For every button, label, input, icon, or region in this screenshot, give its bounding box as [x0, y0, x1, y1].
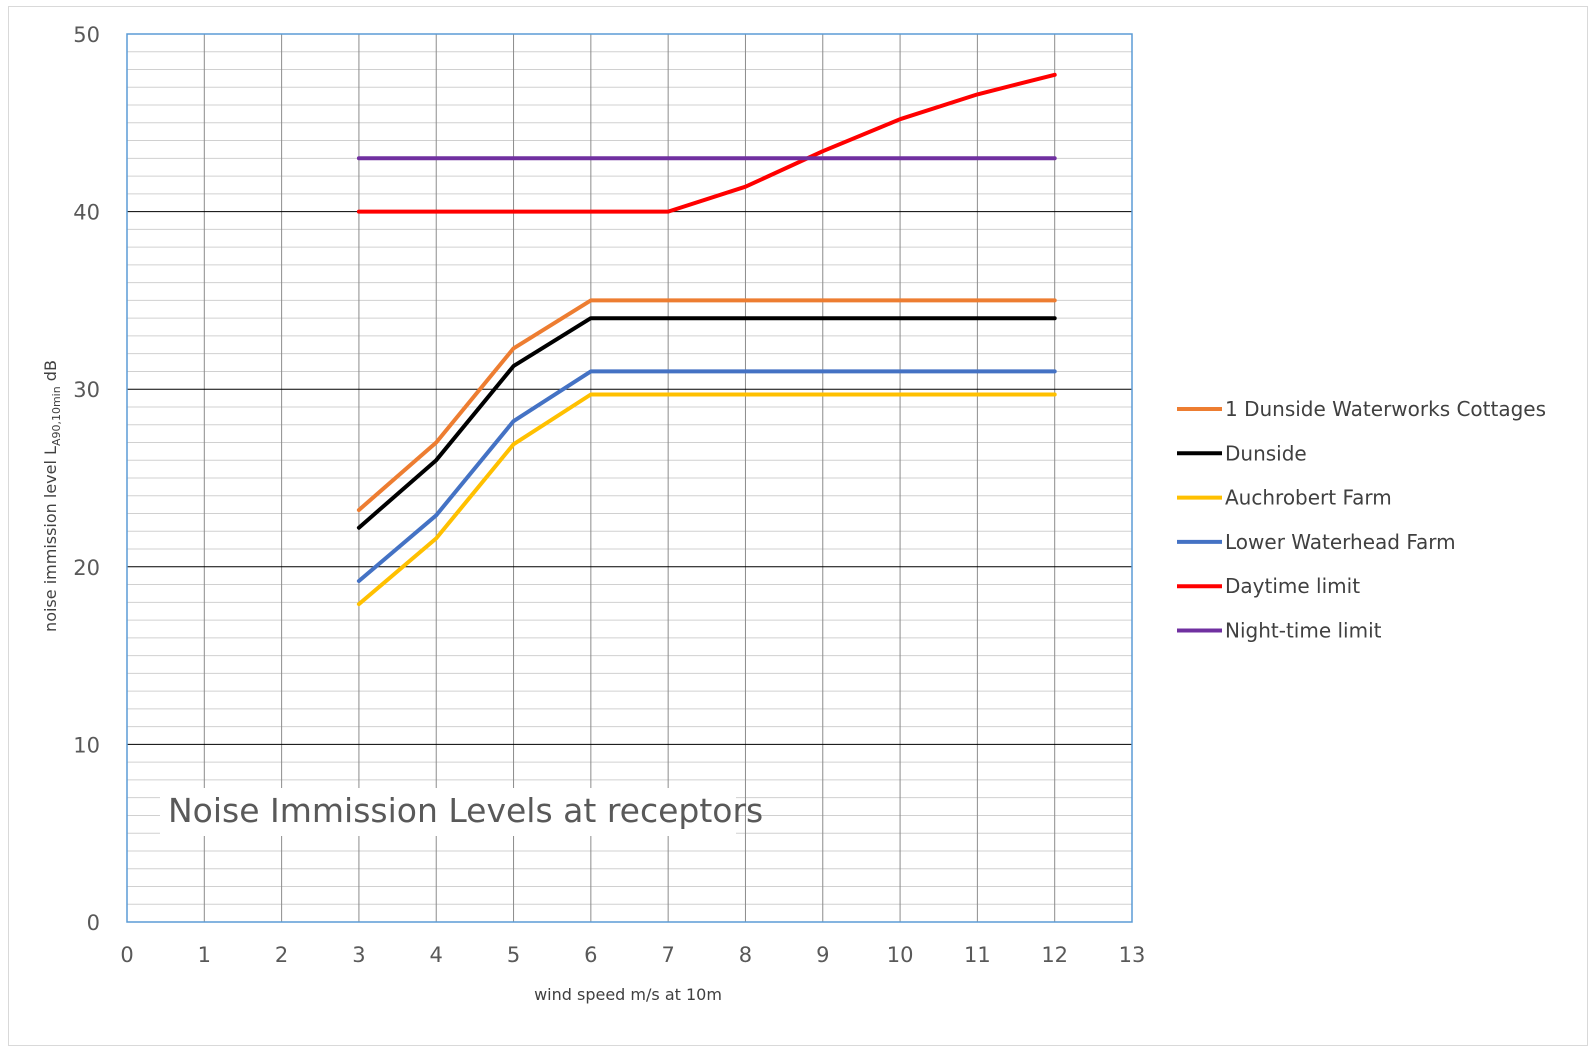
x-tick-label: 10 [887, 943, 914, 967]
legend-label: Night-time limit [1225, 619, 1382, 643]
y-axis-title: noise immission level LA90,10min dB [41, 360, 63, 632]
legend-label: Auchrobert Farm [1225, 486, 1392, 510]
series-line-2 [356, 316, 1057, 530]
legend: 1 Dunside Waterworks Cottages Dunside Auch… [1177, 397, 1546, 643]
legend-label: Lower Waterhead Farm [1225, 530, 1456, 554]
series-line-4 [356, 369, 1057, 583]
series-line-3 [356, 392, 1057, 607]
x-tick-label: 6 [584, 943, 597, 967]
annotation-group: Noise Immission Levels at receptors [160, 788, 763, 836]
y-tick-label: 0 [87, 911, 100, 935]
plot-area-border [126, 33, 1133, 923]
y-tick-label: 30 [73, 378, 100, 402]
x-tick-label: 11 [964, 943, 991, 967]
series-lines [356, 72, 1057, 607]
y-axis-title-subscript: A90,10min [50, 386, 63, 446]
y-axis-title-main: noise immission level L [41, 446, 60, 632]
x-tick-label: 0 [120, 943, 133, 967]
x-tick-label: 3 [352, 943, 365, 967]
x-tick-label: 2 [275, 943, 288, 967]
x-tick-label: 4 [430, 943, 443, 967]
legend-label: Daytime limit [1225, 574, 1360, 598]
x-tick-label: 8 [739, 943, 752, 967]
x-tick-label: 13 [1119, 943, 1146, 967]
chart-frame [8, 6, 1588, 1046]
annotation-background [160, 788, 736, 836]
grid [127, 34, 1132, 922]
y-tick-label: 50 [73, 23, 100, 47]
x-tick-label: 5 [507, 943, 520, 967]
series-line-1 [356, 298, 1057, 512]
x-axis-title: wind speed m/s at 10m [534, 985, 722, 1004]
y-axis-title-unit: dB [41, 360, 60, 386]
y-tick-label: 10 [73, 733, 100, 757]
x-tick-label: 1 [198, 943, 211, 967]
x-tick-label: 7 [661, 943, 674, 967]
x-tick-label: 9 [816, 943, 829, 967]
series-line-5 [356, 72, 1057, 214]
chart-annotation: Noise Immission Levels at receptors [168, 791, 763, 830]
x-tick-label: 12 [1041, 943, 1068, 967]
y-tick-label: 40 [73, 201, 100, 225]
y-tick-label: 20 [73, 556, 100, 580]
legend-label: Dunside [1225, 441, 1307, 465]
legend-label: 1 Dunside Waterworks Cottages [1225, 397, 1546, 421]
